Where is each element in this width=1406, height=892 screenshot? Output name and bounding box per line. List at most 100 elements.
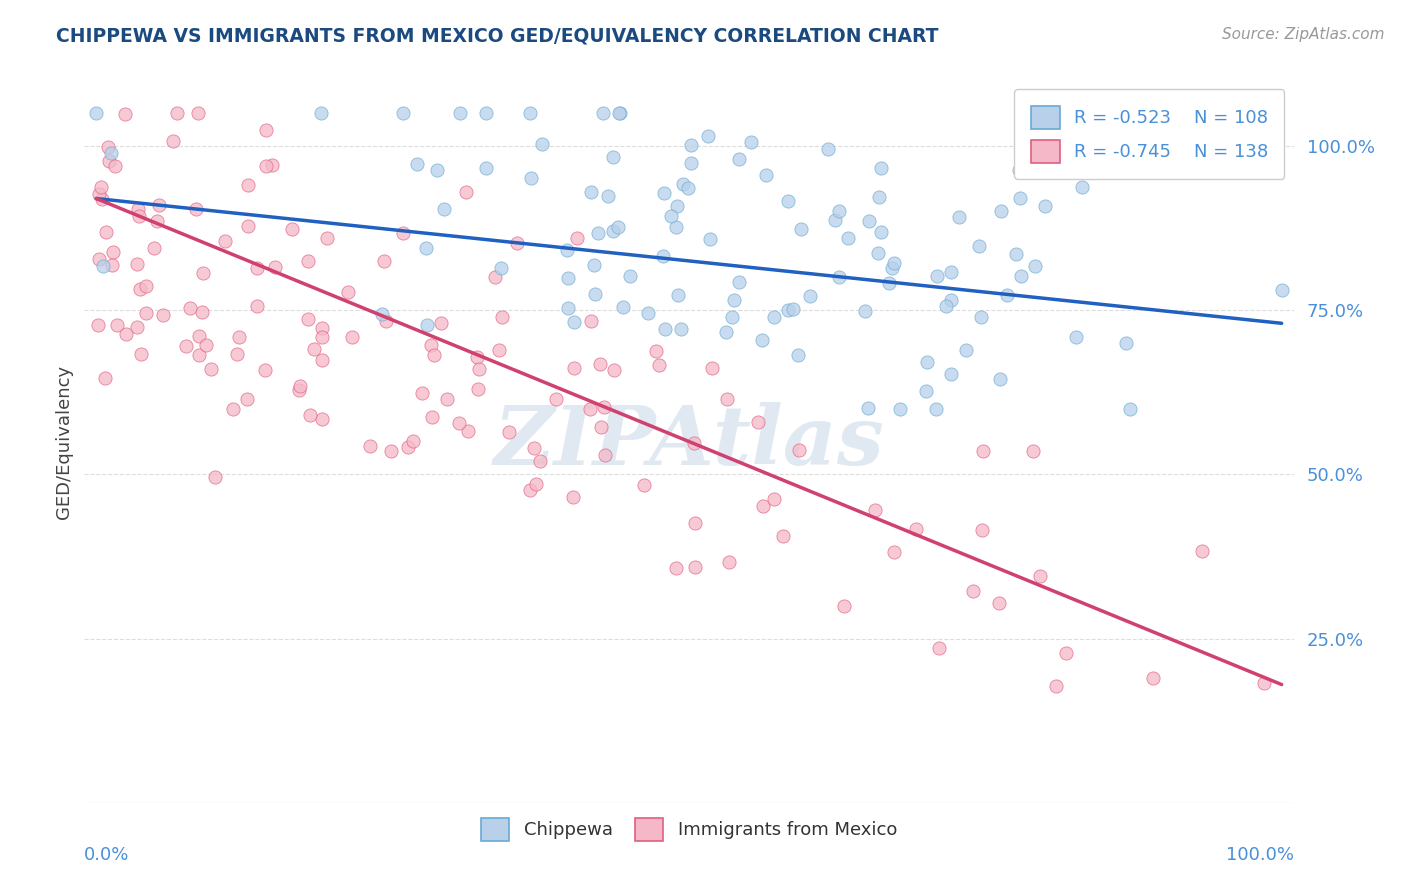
Point: [824, 213, 846, 227]
Point: [870, 225, 893, 239]
Point: [100, 146, 122, 161]
Point: [939, 367, 962, 381]
Point: [179, 301, 201, 315]
Point: [128, 209, 150, 223]
Text: ZIPAtlas: ZIPAtlas: [494, 401, 884, 482]
Point: [142, 241, 165, 255]
Point: [579, 186, 602, 200]
Point: [679, 137, 702, 152]
Point: [699, 232, 721, 246]
Point: [1253, 676, 1275, 690]
Point: [187, 106, 209, 120]
Point: [370, 307, 392, 321]
Point: [311, 353, 333, 368]
Point: [264, 260, 287, 275]
Point: [135, 279, 157, 293]
Point: [152, 308, 174, 322]
Point: [135, 306, 157, 320]
Point: [659, 209, 682, 223]
Point: [129, 346, 152, 360]
Point: [967, 238, 990, 252]
Point: [868, 246, 890, 260]
Point: [456, 185, 478, 199]
Point: [506, 236, 529, 251]
Point: [948, 210, 970, 224]
Point: [254, 363, 277, 377]
Point: [423, 348, 446, 362]
Point: [114, 107, 136, 121]
Point: [665, 560, 688, 574]
Point: [612, 300, 634, 314]
Point: [591, 419, 613, 434]
Point: [1064, 330, 1087, 344]
Point: [786, 348, 808, 362]
Point: [856, 401, 879, 415]
Point: [1142, 671, 1164, 685]
Point: [787, 442, 810, 457]
Point: [214, 234, 236, 248]
Point: [567, 230, 589, 244]
Point: [195, 338, 218, 352]
Point: [520, 170, 543, 185]
Point: [524, 476, 547, 491]
Point: [720, 310, 742, 324]
Point: [498, 425, 520, 440]
Point: [402, 434, 425, 448]
Point: [606, 220, 628, 235]
Point: [880, 261, 903, 276]
Point: [416, 318, 439, 333]
Point: [682, 436, 704, 450]
Point: [316, 231, 339, 245]
Point: [607, 106, 630, 120]
Point: [94, 225, 117, 239]
Point: [666, 199, 689, 213]
Point: [426, 162, 449, 177]
Point: [579, 401, 602, 416]
Point: [728, 275, 751, 289]
Point: [596, 189, 619, 203]
Point: [115, 326, 138, 341]
Point: [832, 599, 855, 614]
Point: [433, 202, 456, 216]
Point: [91, 259, 114, 273]
Point: [555, 243, 578, 257]
Point: [546, 392, 568, 407]
Point: [962, 584, 984, 599]
Point: [877, 277, 900, 291]
Point: [869, 161, 891, 175]
Point: [723, 293, 745, 307]
Point: [1115, 336, 1137, 351]
Point: [474, 106, 496, 120]
Point: [530, 137, 553, 152]
Point: [1045, 679, 1067, 693]
Point: [467, 382, 489, 396]
Point: [579, 314, 602, 328]
Point: [436, 392, 458, 406]
Point: [281, 222, 304, 236]
Point: [87, 186, 110, 201]
Point: [298, 408, 321, 422]
Point: [648, 358, 671, 372]
Point: [955, 343, 977, 357]
Point: [740, 135, 762, 149]
Point: [340, 330, 363, 344]
Point: [392, 226, 415, 240]
Point: [420, 410, 443, 425]
Point: [990, 204, 1012, 219]
Point: [858, 213, 880, 227]
Point: [174, 339, 197, 353]
Point: [337, 285, 360, 300]
Point: [290, 378, 312, 392]
Point: [238, 219, 260, 233]
Point: [447, 416, 470, 430]
Point: [420, 338, 443, 352]
Point: [853, 304, 876, 318]
Point: [148, 198, 170, 212]
Point: [905, 522, 928, 536]
Point: [191, 266, 214, 280]
Point: [718, 555, 741, 569]
Point: [484, 270, 506, 285]
Point: [790, 221, 813, 235]
Point: [697, 129, 720, 144]
Point: [297, 312, 319, 326]
